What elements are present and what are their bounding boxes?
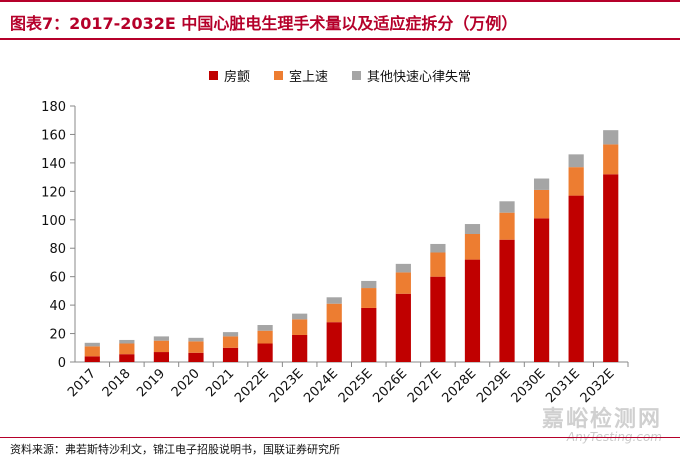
bar-segment-svt	[430, 252, 446, 277]
bar-segment-af	[464, 259, 481, 362]
chart-legend: 房颤 室上速 其他快速心律失常	[0, 66, 680, 85]
bar-segment-other	[84, 342, 100, 347]
y-tick-label: 140	[41, 157, 66, 172]
bar-segment-af	[361, 307, 377, 362]
x-tick-label: 2017	[65, 366, 99, 400]
legend-label-other: 其他快速心律失常	[367, 69, 472, 85]
bar-segment-other	[568, 154, 584, 168]
y-tick-label: 160	[41, 128, 66, 143]
watermark-main: 嘉峪检测网	[541, 407, 662, 432]
bar-segment-af	[603, 174, 619, 362]
bar-segment-svt	[84, 346, 100, 357]
y-tick-label: 100	[41, 214, 66, 229]
bar-segment-svt	[292, 319, 308, 335]
bar-segment-svt	[188, 341, 204, 353]
bar-segment-other	[222, 332, 239, 337]
legend-swatch-other	[352, 70, 361, 80]
bar-segment-svt	[499, 212, 515, 240]
bar-segment-af	[222, 347, 239, 362]
bar-segment-af	[499, 239, 515, 362]
y-tick-label: 120	[41, 185, 66, 200]
bar-segment-other	[603, 130, 619, 145]
bar-segment-af	[568, 195, 584, 362]
bar-segment-af	[430, 276, 446, 362]
x-tick-label: 2023E	[267, 366, 307, 406]
bar-segment-other	[395, 263, 411, 273]
bar-segment-other	[119, 339, 135, 344]
bar-segment-svt	[153, 340, 170, 353]
x-tick-label: 2019	[134, 366, 168, 400]
y-tick-label: 80	[49, 242, 66, 257]
bar-segment-svt	[361, 288, 377, 308]
bar-segment-other	[464, 224, 481, 234]
bar-segment-svt	[257, 330, 273, 344]
source-note: 资料来源：弗若斯特沙利文，锦江电子招股说明书，国联证券研究所	[10, 443, 340, 456]
bar-segment-other	[257, 325, 273, 331]
x-tick-label: 2030E	[509, 366, 549, 406]
legend-swatch-svt	[273, 70, 283, 80]
legend-item-af: 房颤	[208, 66, 250, 85]
legend-item-svt: 室上速	[273, 66, 328, 85]
chart-title: 图表7：2017-2032E 中国心脏电生理手术量以及适应症拆分（万例）	[10, 14, 518, 33]
x-tick-label: 2028E	[439, 366, 479, 406]
x-tick-label: 2024E	[301, 366, 341, 406]
bar-segment-other	[292, 313, 308, 320]
x-tick-label: 2022E	[232, 366, 272, 406]
y-tick-label: 0	[58, 356, 66, 371]
source-divider	[0, 437, 680, 438]
y-tick-label: 20	[49, 328, 66, 343]
x-tick-label: 2025E	[336, 366, 376, 406]
x-tick-label: 2020	[169, 366, 203, 400]
bar-segment-svt	[603, 144, 619, 175]
bar-segment-other	[430, 243, 446, 253]
bar-segment-af	[188, 352, 204, 362]
bar-segment-svt	[119, 343, 135, 355]
bar-segment-svt	[464, 234, 481, 260]
stacked-bar-chart: 0 20 40 60 80 100 120 140 160 180 2017 2018 2019 2020…	[41, 100, 629, 406]
bar-segment-svt	[326, 303, 342, 323]
bar-segment-other	[326, 297, 342, 304]
bar-segment-other	[533, 178, 550, 190]
bar-segment-af	[395, 293, 411, 362]
top-accent-line	[0, 0, 680, 2]
bar-segment-af	[292, 334, 308, 362]
x-tick-label: 2032E	[578, 366, 618, 406]
bar-segment-af	[153, 352, 170, 362]
y-tick-label: 40	[49, 299, 66, 314]
x-tick-label: 2026E	[370, 366, 410, 406]
legend-label-af: 房颤	[223, 69, 250, 85]
y-tick-label: 60	[49, 271, 66, 286]
bar-segment-other	[188, 337, 204, 342]
bar-segment-other	[361, 280, 377, 289]
x-tick-label: 2018	[100, 366, 134, 400]
bar-segment-other	[153, 336, 170, 341]
bar-segment-svt	[568, 167, 584, 196]
y-tick-label: 180	[41, 100, 66, 115]
x-tick-label: 2031E	[543, 366, 583, 406]
legend-item-other: 其他快速心律失常	[352, 66, 471, 85]
bar-segment-af	[533, 218, 550, 362]
legend-swatch-af	[208, 70, 218, 80]
bar-segment-af	[84, 356, 100, 362]
legend-label-svt: 室上速	[288, 69, 328, 85]
x-tick-label: 2027E	[405, 366, 445, 406]
title-divider	[0, 38, 680, 40]
bar-segment-svt	[222, 336, 239, 348]
bar-segment-other	[499, 201, 515, 213]
x-tick-label: 2029E	[474, 366, 514, 406]
bar-segment-af	[119, 354, 135, 362]
bar-segment-af	[257, 343, 273, 362]
bar-segment-svt	[533, 189, 550, 219]
bar-segment-af	[326, 322, 342, 362]
bar-segment-svt	[395, 272, 411, 294]
